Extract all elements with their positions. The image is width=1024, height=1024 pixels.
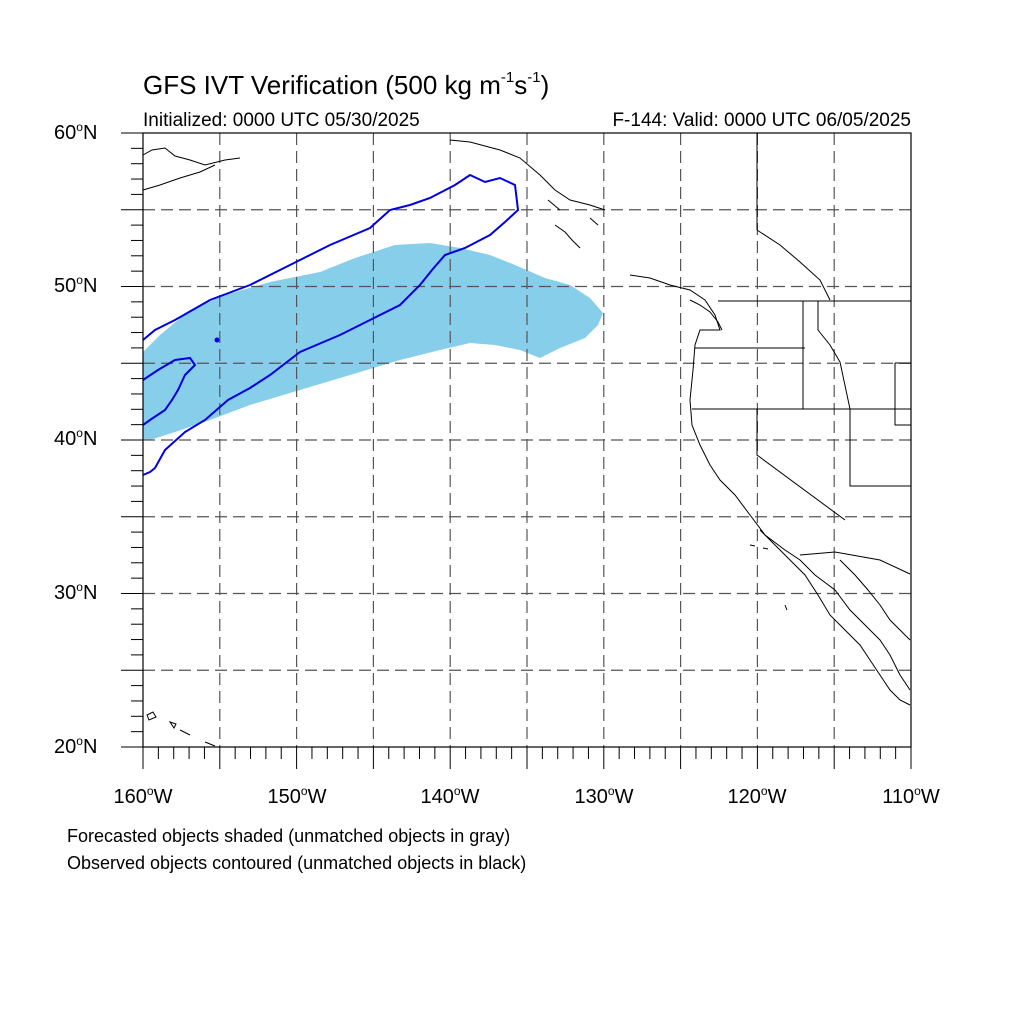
lon-label-150w: 150oW [267, 784, 327, 808]
alaska-coast [142, 139, 606, 211]
coastlines [142, 139, 911, 747]
lat-label-30: 30oN [54, 580, 98, 604]
lat-label-40: 40oN [54, 426, 98, 450]
channel-islands [749, 544, 788, 611]
canada-us-coast [629, 274, 911, 691]
note-observed: Observed objects contoured (unmatched ob… [67, 853, 527, 873]
figure-title: GFS IVT Verification (500 kg m-1s-1) [143, 69, 550, 100]
alberta-bc-border [756, 229, 831, 301]
lon-label-140w: 140oW [420, 784, 480, 808]
nv-ca-border [756, 409, 846, 521]
valid-time-label: F-144: Valid: 0000 UTC 06/05/2025 [612, 110, 911, 131]
gulf-california [839, 559, 911, 641]
lon-label-120w: 120oW [727, 784, 787, 808]
us-mexico-border [799, 551, 911, 575]
alaska-islands [547, 199, 599, 249]
grid-lines [143, 133, 911, 747]
lon-label-110w: 110oW [882, 784, 940, 808]
observed-point [214, 337, 220, 343]
baja-coast [759, 529, 911, 706]
id-border [802, 301, 851, 410]
observed-ivt-contour [142, 173, 520, 476]
observed-ivt-contour-inner [142, 356, 197, 426]
note-forecast: Forecasted objects shaded (unmatched obj… [67, 826, 511, 846]
vancouver-island [689, 299, 723, 331]
lon-label-130w: 130oW [574, 784, 634, 808]
ut-border [894, 362, 911, 426]
observed-objects [142, 173, 520, 476]
nv-az-border [849, 409, 911, 487]
init-time-label: Initialized: 0000 UTC 05/30/2025 [143, 110, 420, 131]
lat-label-20: 20oN [54, 734, 98, 758]
lat-label-60: 60oN [54, 120, 98, 144]
lon-label-160w: 160oW [113, 784, 173, 808]
lat-label-50: 50oN [54, 273, 98, 297]
political-borders [692, 133, 911, 575]
axis-ticks [121, 132, 912, 769]
hawaii-islands [146, 711, 216, 747]
